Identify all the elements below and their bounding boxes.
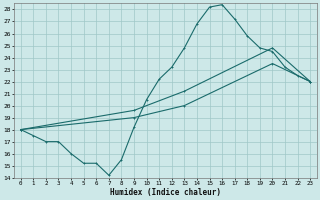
X-axis label: Humidex (Indice chaleur): Humidex (Indice chaleur) xyxy=(110,188,221,197)
